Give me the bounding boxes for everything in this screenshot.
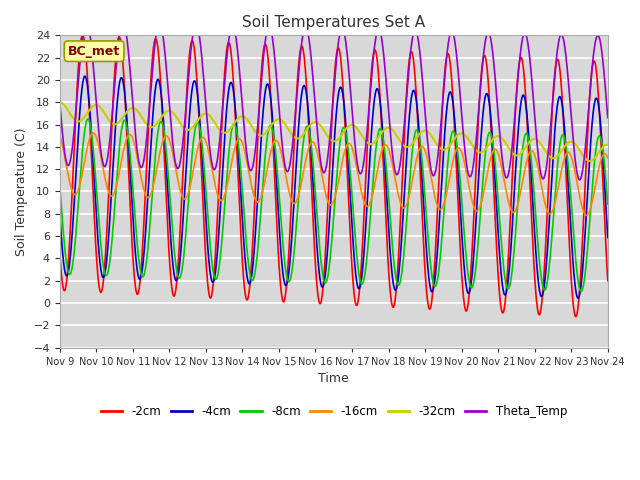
-4cm xyxy=(178,232,186,238)
Y-axis label: Soil Temperature (C): Soil Temperature (C) xyxy=(15,127,28,256)
-16cm xyxy=(491,146,499,152)
-2cm xyxy=(419,232,427,238)
Theta_Temp xyxy=(178,147,186,153)
Theta_Temp xyxy=(239,115,247,121)
-2cm xyxy=(491,204,499,210)
-16cm xyxy=(90,130,97,136)
Line: -32cm: -32cm xyxy=(60,102,608,161)
-16cm xyxy=(419,144,427,150)
-32cm xyxy=(178,122,186,128)
-8cm xyxy=(178,267,186,273)
Theta_Temp xyxy=(165,94,173,100)
-16cm xyxy=(165,136,173,142)
-8cm xyxy=(84,116,92,122)
-2cm xyxy=(79,32,86,38)
-4cm xyxy=(81,73,89,79)
-8cm xyxy=(419,169,427,175)
Theta_Temp xyxy=(539,176,547,182)
-4cm xyxy=(56,211,63,216)
Line: -2cm: -2cm xyxy=(60,35,608,317)
-32cm xyxy=(239,114,247,120)
-32cm xyxy=(164,108,172,114)
Theta_Temp xyxy=(56,99,63,105)
-4cm xyxy=(239,232,247,238)
-8cm xyxy=(56,183,63,189)
-8cm xyxy=(239,201,247,207)
-8cm xyxy=(491,156,499,161)
-4cm xyxy=(491,170,499,176)
Theta_Temp xyxy=(604,115,612,120)
-32cm xyxy=(539,144,547,150)
-2cm xyxy=(178,189,186,194)
-16cm xyxy=(178,193,186,199)
Text: BC_met: BC_met xyxy=(68,45,120,58)
-8cm xyxy=(604,201,612,207)
-4cm xyxy=(574,295,582,301)
Theta_Temp xyxy=(419,84,427,90)
-8cm xyxy=(539,285,547,290)
Line: Theta_Temp: Theta_Temp xyxy=(60,21,608,180)
-4cm xyxy=(539,290,547,296)
-32cm xyxy=(419,128,426,134)
-32cm xyxy=(490,135,498,141)
-32cm xyxy=(586,158,594,164)
Legend: -2cm, -4cm, -8cm, -16cm, -32cm, Theta_Temp: -2cm, -4cm, -8cm, -16cm, -32cm, Theta_Te… xyxy=(96,400,572,423)
-32cm xyxy=(604,142,612,147)
-4cm xyxy=(604,235,612,240)
-4cm xyxy=(165,204,173,210)
-16cm xyxy=(582,213,590,218)
-2cm xyxy=(539,286,547,292)
-32cm xyxy=(56,99,63,105)
-4cm xyxy=(419,192,427,198)
Theta_Temp xyxy=(83,18,90,24)
Theta_Temp xyxy=(576,177,584,183)
Line: -4cm: -4cm xyxy=(60,76,608,298)
-16cm xyxy=(604,155,612,161)
Title: Soil Temperatures Set A: Soil Temperatures Set A xyxy=(242,15,426,30)
Line: -16cm: -16cm xyxy=(60,133,608,216)
-2cm xyxy=(239,272,247,278)
-2cm xyxy=(572,314,580,320)
-8cm xyxy=(577,288,585,294)
-2cm xyxy=(56,250,63,256)
X-axis label: Time: Time xyxy=(318,372,349,385)
-16cm xyxy=(56,133,63,139)
-2cm xyxy=(604,278,612,284)
-16cm xyxy=(539,191,547,197)
Line: -8cm: -8cm xyxy=(60,119,608,291)
-2cm xyxy=(165,244,173,250)
-16cm xyxy=(239,143,247,149)
Theta_Temp xyxy=(491,69,499,75)
-8cm xyxy=(165,178,173,183)
